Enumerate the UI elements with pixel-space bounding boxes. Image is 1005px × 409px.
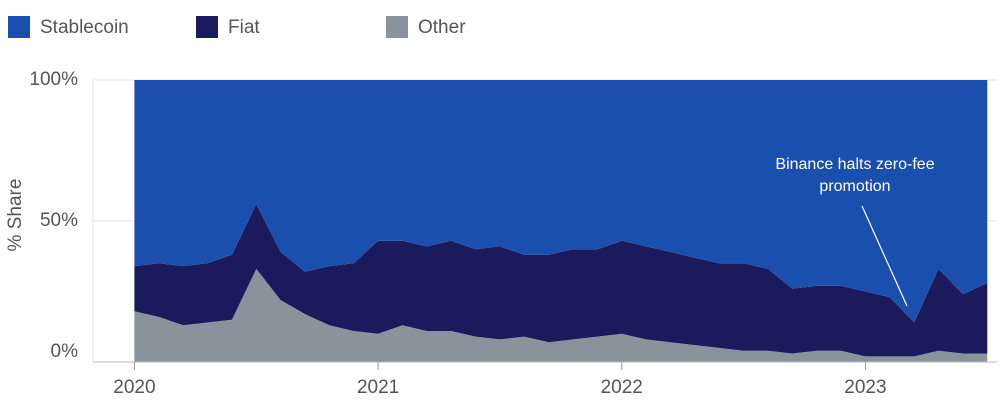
legend-label: Other bbox=[418, 17, 466, 38]
legend-label: Stablecoin bbox=[40, 17, 129, 38]
x-tick-label: 2022 bbox=[601, 377, 643, 398]
area bbox=[134, 268, 988, 362]
x-tick-label: 2021 bbox=[357, 377, 399, 398]
area bbox=[134, 80, 988, 323]
y-tick-label: 0% bbox=[51, 341, 79, 362]
area bbox=[134, 204, 988, 357]
legend-swatch bbox=[386, 16, 408, 38]
y-tick-label: 100% bbox=[29, 69, 78, 90]
y-tick-label: 50% bbox=[40, 210, 78, 231]
legend-swatch bbox=[196, 16, 218, 38]
x-tick-label: 2023 bbox=[844, 377, 886, 398]
legend-label: Fiat bbox=[228, 17, 260, 38]
x-tick-label: 2020 bbox=[113, 377, 155, 398]
legend-swatch bbox=[8, 16, 30, 38]
annotation-arrow bbox=[861, 205, 908, 307]
annotation: promotion bbox=[819, 178, 890, 195]
y-axis-label: % Share bbox=[5, 179, 26, 252]
annotation: Binance halts zero-fee bbox=[775, 156, 934, 173]
